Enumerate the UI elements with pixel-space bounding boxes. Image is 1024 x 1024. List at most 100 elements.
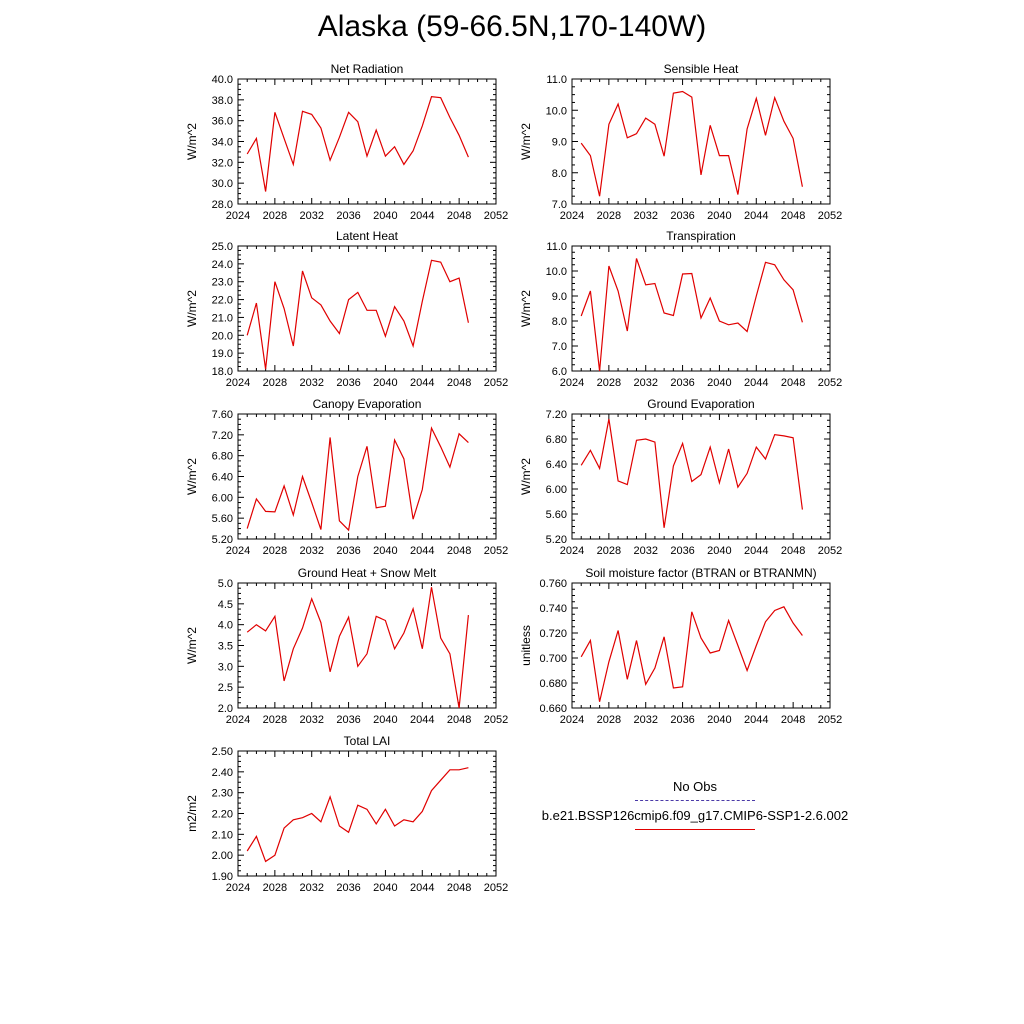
chart-1-xtick-label: 2024 bbox=[226, 210, 250, 222]
chart-8-ytick-label: 0.680 bbox=[539, 678, 567, 690]
chart-3-ytick-label: 25.0 bbox=[212, 241, 233, 253]
chart-2-xtick-label: 2040 bbox=[707, 210, 731, 222]
chart-8-ylabel: unitless bbox=[519, 625, 533, 666]
chart-6-xtick-label: 2040 bbox=[707, 545, 731, 557]
chart-7-ytick-label: 5.0 bbox=[218, 578, 233, 590]
chart-3-xtick-label: 2028 bbox=[263, 377, 287, 389]
chart-5-xtick-label: 2024 bbox=[226, 545, 250, 557]
chart-1-xtick-label: 2040 bbox=[373, 210, 397, 222]
chart-5-ytick-label: 5.60 bbox=[212, 513, 233, 525]
chart-5-xtick-label: 2036 bbox=[336, 545, 360, 557]
chart-3-series-line bbox=[246, 259, 469, 370]
chart-9-ytick-label: 2.50 bbox=[212, 746, 233, 758]
chart-2-ylabel: W/m^2 bbox=[519, 123, 533, 160]
chart-9-xtick-label: 2024 bbox=[226, 882, 250, 894]
chart-7-series-line bbox=[246, 587, 469, 709]
chart-6-ytick-label: 5.20 bbox=[546, 534, 567, 546]
chart-4-xtick-label: 2032 bbox=[633, 377, 657, 389]
chart-5-xtick-label: 2052 bbox=[484, 545, 508, 557]
chart-7-xtick-label: 2040 bbox=[373, 714, 397, 726]
chart-9-xtick-label: 2052 bbox=[484, 882, 508, 894]
chart-2-ytick-label: 11.0 bbox=[546, 74, 567, 86]
chart-9-xtick-label: 2040 bbox=[373, 882, 397, 894]
chart-6-xtick-label: 2044 bbox=[744, 545, 768, 557]
chart-9-xtick-label: 2044 bbox=[410, 882, 434, 894]
chart-8-xtick-label: 2028 bbox=[597, 714, 621, 726]
chart-8-title: Soil moisture factor (BTRAN or BTRANMN) bbox=[585, 566, 816, 580]
chart-8-xtick-label: 2036 bbox=[670, 714, 694, 726]
chart-5-ytick-label: 6.80 bbox=[212, 451, 233, 463]
chart-9-ytick-label: 2.20 bbox=[212, 809, 233, 821]
chart-2-xtick-label: 2036 bbox=[670, 210, 694, 222]
chart-1-ytick-label: 30.0 bbox=[212, 178, 233, 190]
chart-4-ytick-label: 9.0 bbox=[552, 291, 567, 303]
chart-3-frame bbox=[237, 245, 497, 372]
chart-3-xtick-label: 2044 bbox=[410, 377, 434, 389]
chart-3-ytick-label: 20.0 bbox=[212, 330, 233, 342]
chart-8-ytick-label: 0.660 bbox=[539, 703, 567, 715]
chart-4-ytick-label: 10.0 bbox=[546, 266, 567, 278]
chart-4-ytick-label: 6.0 bbox=[552, 366, 567, 378]
chart-7-xtick-label: 2036 bbox=[336, 714, 360, 726]
chart-6-ytick-label: 7.20 bbox=[546, 409, 567, 421]
chart-9-xtick-label: 2036 bbox=[336, 882, 360, 894]
chart-2-frame bbox=[571, 78, 831, 205]
chart-7-xtick-label: 2024 bbox=[226, 714, 250, 726]
chart-1-ytick-label: 34.0 bbox=[212, 137, 233, 149]
chart-5-xtick-label: 2048 bbox=[447, 545, 471, 557]
chart-1-title: Net Radiation bbox=[331, 62, 404, 76]
chart-1-ytick-label: 32.0 bbox=[212, 157, 233, 169]
chart-4-xtick-label: 2036 bbox=[670, 377, 694, 389]
chart-5-ytick-label: 7.60 bbox=[212, 409, 233, 421]
chart-5-xtick-label: 2044 bbox=[410, 545, 434, 557]
chart-4-title: Transpiration bbox=[666, 229, 736, 243]
chart-5-ytick-label: 7.20 bbox=[212, 430, 233, 442]
chart-6-xtick-label: 2048 bbox=[781, 545, 805, 557]
chart-6-xtick-label: 2052 bbox=[818, 545, 842, 557]
chart-2-xtick-label: 2028 bbox=[597, 210, 621, 222]
chart-1-ytick-label: 28.0 bbox=[212, 199, 233, 211]
chart-2-xtick-label: 2044 bbox=[744, 210, 768, 222]
chart-7-ytick-label: 3.5 bbox=[218, 641, 233, 653]
chart-6-xtick-label: 2024 bbox=[560, 545, 584, 557]
chart-2-xtick-label: 2048 bbox=[781, 210, 805, 222]
chart-7-xtick-label: 2044 bbox=[410, 714, 434, 726]
legend-obs-line bbox=[635, 800, 755, 801]
legend-model-label: b.e21.BSSP126cmip6.f09_g17.CMIP6-SSP1-2.… bbox=[541, 808, 849, 823]
chart-1-xtick-label: 2048 bbox=[447, 210, 471, 222]
chart-1-xtick-label: 2028 bbox=[263, 210, 287, 222]
chart-3-ytick-label: 22.0 bbox=[212, 295, 233, 307]
chart-6-ytick-label: 5.60 bbox=[546, 509, 567, 521]
chart-5-ylabel: W/m^2 bbox=[185, 458, 199, 495]
chart-7-ytick-label: 3.0 bbox=[218, 661, 233, 673]
chart-3-xtick-label: 2052 bbox=[484, 377, 508, 389]
chart-3-title: Latent Heat bbox=[336, 229, 399, 243]
chart-9-title: Total LAI bbox=[344, 734, 391, 748]
chart-7-ytick-label: 2.5 bbox=[218, 682, 233, 694]
legend: No Obs b.e21.BSSP126cmip6.f09_g17.CMIP6-… bbox=[530, 778, 860, 836]
chart-7-frame bbox=[237, 582, 497, 709]
chart-3-xtick-label: 2036 bbox=[336, 377, 360, 389]
chart-4-ytick-label: 11.0 bbox=[546, 241, 567, 253]
chart-4-xtick-label: 2028 bbox=[597, 377, 621, 389]
chart-5-title: Canopy Evaporation bbox=[313, 397, 422, 411]
chart-3-ytick-label: 21.0 bbox=[212, 312, 233, 324]
chart-7-ytick-label: 4.5 bbox=[218, 599, 233, 611]
chart-5-xtick-label: 2032 bbox=[299, 545, 323, 557]
chart-8-ytick-label: 0.700 bbox=[539, 653, 567, 665]
chart-4-ylabel: W/m^2 bbox=[519, 290, 533, 327]
chart-9-xtick-label: 2048 bbox=[447, 882, 471, 894]
chart-1-ytick-label: 36.0 bbox=[212, 116, 233, 128]
chart-5-ytick-label: 5.20 bbox=[212, 534, 233, 546]
chart-8-xtick-label: 2048 bbox=[781, 714, 805, 726]
chart-2-ytick-label: 8.0 bbox=[552, 168, 567, 180]
chart-8-xtick-label: 2044 bbox=[744, 714, 768, 726]
chart-3-ytick-label: 24.0 bbox=[212, 259, 233, 271]
chart-1-ytick-label: 38.0 bbox=[212, 95, 233, 107]
chart-9-ytick-label: 2.00 bbox=[212, 850, 233, 862]
chart-4-xtick-label: 2040 bbox=[707, 377, 731, 389]
chart-6-ytick-label: 6.00 bbox=[546, 484, 567, 496]
chart-9-xtick-label: 2028 bbox=[263, 882, 287, 894]
chart-9-ytick-label: 1.90 bbox=[212, 871, 233, 883]
